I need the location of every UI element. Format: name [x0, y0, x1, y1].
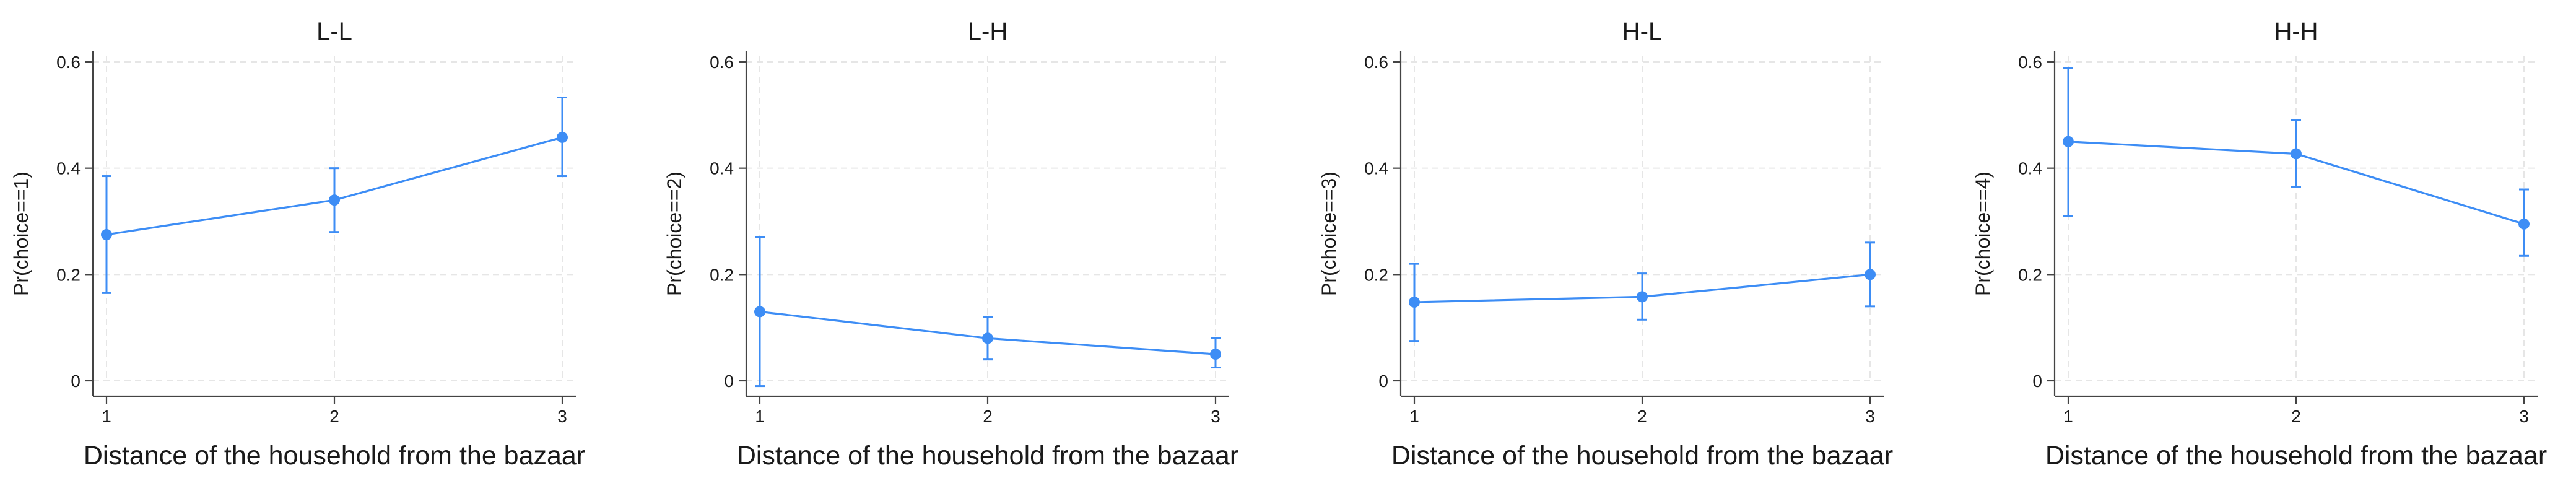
- data-point: [754, 306, 765, 318]
- data-point: [1409, 296, 1420, 308]
- x-axis-label: Distance of the household from the bazaa…: [2045, 441, 2547, 471]
- y-tick-label: 0.6: [2018, 53, 2042, 72]
- data-point: [982, 332, 993, 344]
- data-point: [2291, 148, 2302, 160]
- y-tick-label: 0.4: [56, 159, 80, 178]
- panel-title: L-H: [968, 18, 1007, 45]
- y-tick-label: 0.6: [56, 53, 80, 72]
- panel-1: 0 0.2 0.4 0.6 1 2 3 L-L Distance of the househol…: [10, 18, 585, 471]
- data-point: [2518, 218, 2530, 230]
- x-axis-label: Distance of the household from the bazaa…: [737, 441, 1238, 471]
- y-axis-label: Pr(choice==2): [663, 171, 685, 296]
- y-tick-label: 0.2: [2018, 265, 2042, 284]
- x-tick-label: 1: [755, 407, 765, 426]
- y-tick-label: 0.2: [710, 265, 734, 284]
- x-tick-label: 3: [557, 407, 567, 426]
- data-point: [2063, 136, 2074, 147]
- data-point: [329, 194, 340, 206]
- panel-4: 0 0.2 0.4 0.6 1 2 3 H-H Distance of the househol…: [1972, 18, 2547, 471]
- y-tick-label: 0.6: [1364, 53, 1388, 72]
- y-tick-label: 0.6: [710, 53, 734, 72]
- y-tick-label: 0: [1378, 371, 1388, 391]
- y-axis-label: Pr(choice==3): [1318, 171, 1340, 296]
- y-tick-label: 0.2: [1364, 265, 1388, 284]
- x-tick-label: 1: [102, 407, 111, 426]
- panel-title: L-L: [316, 18, 352, 45]
- y-axis-label: Pr(choice==4): [1972, 171, 1994, 296]
- y-tick-label: 0: [724, 371, 734, 391]
- y-axis-label: Pr(choice==1): [10, 171, 32, 296]
- y-tick-label: 0.4: [2018, 159, 2042, 178]
- x-tick-label: 3: [1865, 407, 1875, 426]
- x-tick-label: 3: [1211, 407, 1221, 426]
- panel-3: 0 0.2 0.4 0.6 1 2 3 H-L Distance of the househol…: [1318, 18, 1893, 471]
- panel-title: H-L: [1622, 18, 1662, 45]
- y-tick-label: 0.2: [56, 265, 80, 284]
- x-tick-label: 3: [2519, 407, 2529, 426]
- panel-title: H-H: [2274, 18, 2318, 45]
- data-point: [1865, 269, 1876, 280]
- y-tick-label: 0: [71, 371, 80, 391]
- data-point: [1210, 349, 1221, 360]
- x-tick-label: 1: [2063, 407, 2073, 426]
- x-tick-label: 1: [1409, 407, 1419, 426]
- x-axis-label: Distance of the household from the bazaa…: [1391, 441, 1893, 471]
- x-tick-label: 2: [1637, 407, 1647, 426]
- x-axis-label: Distance of the household from the bazaa…: [84, 441, 585, 471]
- y-tick-label: 0: [2032, 371, 2042, 391]
- x-tick-label: 2: [983, 407, 993, 426]
- y-tick-label: 0.4: [1364, 159, 1388, 178]
- data-point: [101, 228, 112, 240]
- y-tick-label: 0.4: [710, 159, 734, 178]
- data-point: [557, 131, 568, 143]
- x-tick-label: 2: [2291, 407, 2301, 426]
- data-point: [1637, 291, 1648, 303]
- panel-2: 0 0.2 0.4 0.6 1 2 3 L-H Distance of the househol…: [663, 18, 1238, 471]
- x-tick-label: 2: [329, 407, 339, 426]
